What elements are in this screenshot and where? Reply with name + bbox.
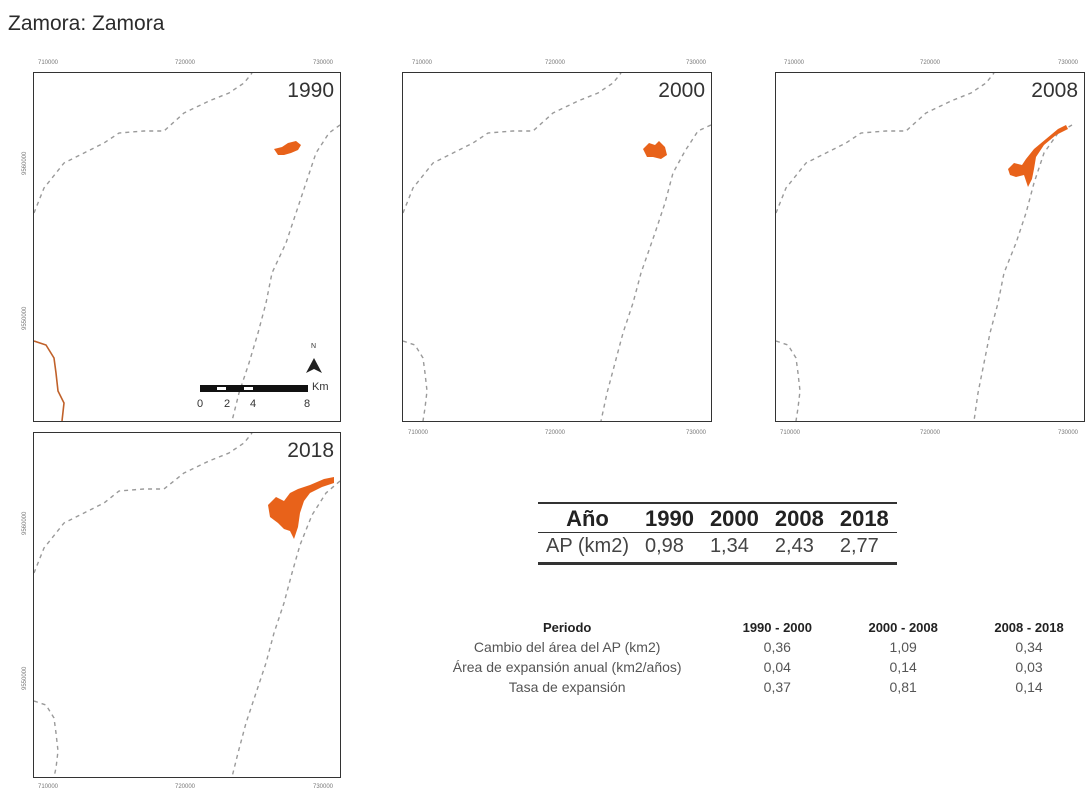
table-row: Tasa de expansión 0,37 0,81 0,14 — [420, 677, 1092, 697]
map-panel-2008: 2008 — [775, 72, 1085, 422]
urban-area — [268, 477, 334, 539]
x-tick: 710000 — [38, 60, 59, 66]
boundary-line — [231, 480, 340, 777]
area-table-header: Año 1990 2000 2008 2018 — [538, 503, 897, 533]
area-table: Año 1990 2000 2008 2018 AP (km2) 0,98 1,… — [538, 502, 897, 565]
map-2008-canvas — [776, 73, 1073, 421]
header-cell: 2000 - 2008 — [868, 620, 938, 635]
x-tick: 720000 — [175, 60, 196, 66]
header-cell: Periodo — [542, 620, 592, 635]
boundary-line — [776, 340, 801, 421]
north-arrow-icon — [306, 358, 322, 373]
scale-label-8: 8 — [304, 398, 311, 410]
x-tick: 710000 — [780, 430, 801, 436]
x-tick: 720000 — [545, 430, 566, 436]
x-tick: 710000 — [38, 784, 59, 790]
x-tick: 730000 — [1058, 430, 1079, 436]
x-tick: 720000 — [920, 430, 941, 436]
x-tick: 730000 — [313, 60, 334, 66]
x-tick: 720000 — [175, 784, 196, 790]
year-label: 2008 — [1031, 79, 1078, 102]
map-title: Zamora: Zamora — [8, 12, 165, 35]
row-label: AP (km2) — [546, 535, 629, 557]
year-label: 2018 — [287, 439, 334, 462]
table-cell: 0,37 — [763, 679, 791, 695]
boundary-line — [231, 124, 340, 421]
row-label: Área de expansión anual (km2/años) — [452, 659, 682, 675]
map-panel-2000: 2000 — [402, 72, 712, 422]
urban-area — [274, 141, 301, 155]
urban-area — [643, 141, 667, 159]
table-cell: 0,03 — [1015, 659, 1043, 675]
header-cell: 2008 — [774, 506, 824, 531]
boundary-line — [973, 124, 1073, 421]
year-label: 2000 — [658, 79, 705, 102]
scale-label-2: 2 — [224, 398, 231, 410]
x-tick: 720000 — [920, 60, 941, 66]
header-cell: 2000 — [709, 506, 759, 531]
table-cell: 2,43 — [774, 535, 814, 557]
x-tick: 710000 — [412, 60, 433, 66]
y-tick: 9550000 — [22, 306, 28, 330]
table-cell: 0,04 — [763, 659, 791, 675]
table-cell: 0,34 — [1015, 639, 1043, 655]
map-panel-1990: N 1990 Km 0 2 4 8 — [33, 72, 341, 422]
y-tick: 9550000 — [22, 666, 28, 690]
scale-bar — [200, 385, 308, 392]
boundary-line — [34, 73, 253, 214]
urban-area — [1008, 125, 1068, 187]
table-cell: 0,98 — [644, 535, 684, 557]
table-cell: 0,81 — [889, 679, 917, 695]
map-panel-2018: 2018 — [33, 432, 341, 778]
period-table-header: Periodo 1990 - 2000 2000 - 2008 2008 - 2… — [420, 618, 1092, 637]
river-line — [34, 340, 65, 421]
table-row: AP (km2) 0,98 1,34 2,43 2,77 — [538, 533, 897, 564]
year-label: 1990 — [287, 79, 334, 102]
header-cell: Año — [566, 506, 609, 531]
y-tick: 9560000 — [22, 511, 28, 535]
scale-label-0: 0 — [197, 398, 204, 410]
period-table: Periodo 1990 - 2000 2000 - 2008 2008 - 2… — [420, 618, 1092, 697]
table-row: Cambio del área del AP (km2) 0,36 1,09 0… — [420, 637, 1092, 657]
header-cell: 2018 — [839, 506, 889, 531]
x-tick: 730000 — [313, 784, 334, 790]
boundary-line — [403, 340, 428, 421]
y-tick: 9560000 — [22, 151, 28, 175]
map-2018-canvas — [34, 433, 340, 777]
header-cell: 1990 - 2000 — [742, 620, 812, 635]
x-tick: 710000 — [784, 60, 805, 66]
header-cell: 2008 - 2018 — [994, 620, 1064, 635]
north-label: N — [311, 343, 316, 350]
table-cell: 0,14 — [889, 659, 917, 675]
boundary-line — [600, 124, 711, 421]
boundary-line — [403, 73, 622, 214]
map-1990-canvas: N — [34, 73, 340, 421]
table-cell: 1,34 — [709, 535, 749, 557]
boundary-line — [34, 433, 253, 574]
x-tick: 730000 — [686, 430, 707, 436]
x-tick: 720000 — [545, 60, 566, 66]
x-tick: 710000 — [408, 430, 429, 436]
row-label: Cambio del área del AP (km2) — [473, 639, 661, 655]
boundary-line — [34, 700, 59, 777]
table-cell: 1,09 — [889, 639, 917, 655]
x-tick: 730000 — [1058, 60, 1079, 66]
table-cell: 0,36 — [763, 639, 791, 655]
table-cell: 2,77 — [839, 535, 879, 557]
table-row: Área de expansión anual (km2/años) 0,04 … — [420, 657, 1092, 677]
map-2000-canvas — [403, 73, 711, 421]
row-label: Tasa de expansión — [508, 679, 626, 695]
scale-unit: Km — [312, 381, 329, 393]
x-tick: 730000 — [686, 60, 707, 66]
scale-label-4: 4 — [250, 398, 257, 410]
boundary-line — [776, 73, 995, 214]
table-cell: 0,14 — [1015, 679, 1043, 695]
header-cell: 1990 — [644, 506, 694, 531]
